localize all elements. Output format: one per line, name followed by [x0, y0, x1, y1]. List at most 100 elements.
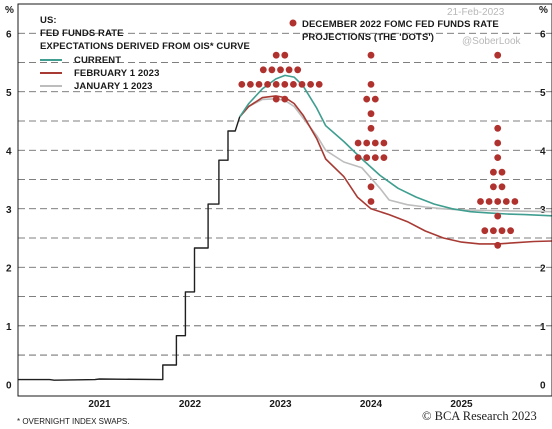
fomc-dot [380, 154, 388, 162]
fomc-dot [485, 198, 493, 205]
fomc-dot [315, 81, 323, 88]
fomc-dot [298, 81, 306, 88]
y-tick-label-left: 2 [6, 263, 12, 274]
y-tick-label-right: 2 [540, 263, 546, 274]
fomc-dot [281, 51, 289, 59]
fomc-dot [285, 66, 293, 74]
january-line [239, 98, 552, 213]
fomc-dot [511, 198, 519, 205]
dots-legend-line-1: DECEMBER 2022 FOMC FED FUNDS RATE [302, 19, 499, 30]
fomc-dot [481, 227, 489, 235]
fomc-dot [367, 183, 375, 191]
watermark: @SoberLook [462, 36, 522, 47]
legend-label-current: CURRENT [74, 55, 121, 66]
y-axis-left: 0 1 2 3 4 5 6 [6, 29, 12, 391]
y-tick-label-right: 3 [540, 205, 546, 216]
legend-dot-marker [289, 19, 297, 27]
fomc-dot [494, 212, 502, 220]
fomc-dot [272, 51, 280, 59]
legend-title-line-2: FED FUNDS RATE [40, 28, 124, 39]
fomc-dot [507, 227, 514, 235]
fomc-dot [498, 183, 506, 191]
fomc-dot [277, 66, 284, 74]
y-tick-label-left: 6 [6, 29, 12, 40]
footnote: * OVERNIGHT INDEX SWAPS. [17, 417, 129, 426]
fomc-dot [490, 168, 497, 176]
fomc-dot [354, 139, 362, 147]
x-tick-label: 2021 [88, 399, 111, 410]
fomc-dot [371, 139, 379, 147]
fomc-dot [498, 168, 506, 176]
current-line [239, 74, 552, 217]
gridlines [18, 32, 552, 356]
y-tick-label-right: 5 [540, 88, 546, 99]
fomc-dot [268, 66, 276, 74]
fomc-dot [255, 81, 263, 88]
fomc-dot [367, 81, 375, 88]
x-tick-label: 2022 [179, 399, 202, 410]
fomc-dot [490, 183, 497, 191]
y-tick-label-left: 1 [6, 322, 12, 333]
y-tick-label-left: 4 [6, 146, 12, 157]
y-tick-label-right: 0 [540, 380, 546, 391]
fomc-dot [477, 198, 484, 205]
y-unit-right: % [539, 5, 548, 16]
fomc-dot [494, 51, 502, 59]
fomc-dot [367, 110, 375, 118]
legend-label-january: JANUARY 1 2023 [74, 81, 153, 92]
february-line [239, 95, 552, 245]
legend-title-line-1: US: [40, 15, 57, 26]
fomc-dot [281, 81, 289, 88]
fomc-dot [307, 81, 314, 88]
fomc-dot [371, 154, 379, 162]
fomc-dot [354, 154, 362, 162]
legend-label-february: FEBRUARY 1 2023 [74, 68, 159, 79]
y-tick-label-right: 6 [540, 29, 546, 40]
fomc-dot [494, 124, 502, 132]
y-unit-left: % [5, 5, 14, 16]
fomc-dot [494, 241, 502, 249]
x-axis: 2021 2022 2023 2024 2025 [88, 399, 473, 410]
dots-legend-line-2: PROJECTIONS (THE 'DOTS') [302, 32, 434, 43]
fomc-dot [290, 81, 297, 88]
y-tick-label-right: 4 [540, 146, 546, 157]
fomc-dot [272, 81, 280, 88]
history-line [18, 116, 241, 381]
credit-line: © BCA Research 2023 [422, 409, 537, 423]
fomc-dot [264, 81, 271, 88]
y-tick-label-left: 3 [6, 205, 12, 216]
legend-title-line-3: EXPECTATIONS DERIVED FROM OIS* CURVE [40, 41, 250, 52]
y-tick-label-left: 0 [6, 380, 12, 391]
fomc-dot [259, 66, 267, 74]
x-tick-label: 2024 [360, 399, 383, 410]
fomc-dot [247, 81, 254, 88]
fomc-dot [494, 198, 502, 205]
fomc-dot [494, 139, 502, 147]
y-tick-label-right: 1 [540, 322, 546, 333]
fomc-dot [367, 51, 375, 59]
legend-dots: DECEMBER 2022 FOMC FED FUNDS RATE PROJEC… [289, 19, 499, 43]
fomc-dot [272, 95, 280, 103]
fomc-dot [294, 66, 302, 74]
fomc-dot [498, 227, 506, 235]
fomc-dot [494, 154, 502, 162]
x-tick-label: 2025 [450, 399, 473, 410]
legend-lines: US: FED FUNDS RATE EXPECTATIONS DERIVED … [40, 15, 250, 92]
fomc-dot [363, 154, 371, 162]
fomc-dot [281, 95, 289, 103]
fomc-dot [367, 124, 375, 132]
fomc-dot [363, 139, 371, 147]
y-tick-label-left: 5 [6, 88, 12, 99]
fomc-dot [380, 139, 388, 147]
fomc-dot [371, 95, 379, 103]
fomc-dot [490, 227, 497, 235]
y-axis-right: 0 1 2 3 4 5 6 [540, 29, 546, 391]
plot-frame [17, 3, 552, 397]
x-tick-label: 2023 [269, 399, 292, 410]
fomc-dot [367, 198, 375, 205]
fomc-dots [238, 51, 519, 249]
date-stamp: 21-Feb-2023 [447, 7, 505, 18]
fomc-dot [363, 95, 371, 103]
